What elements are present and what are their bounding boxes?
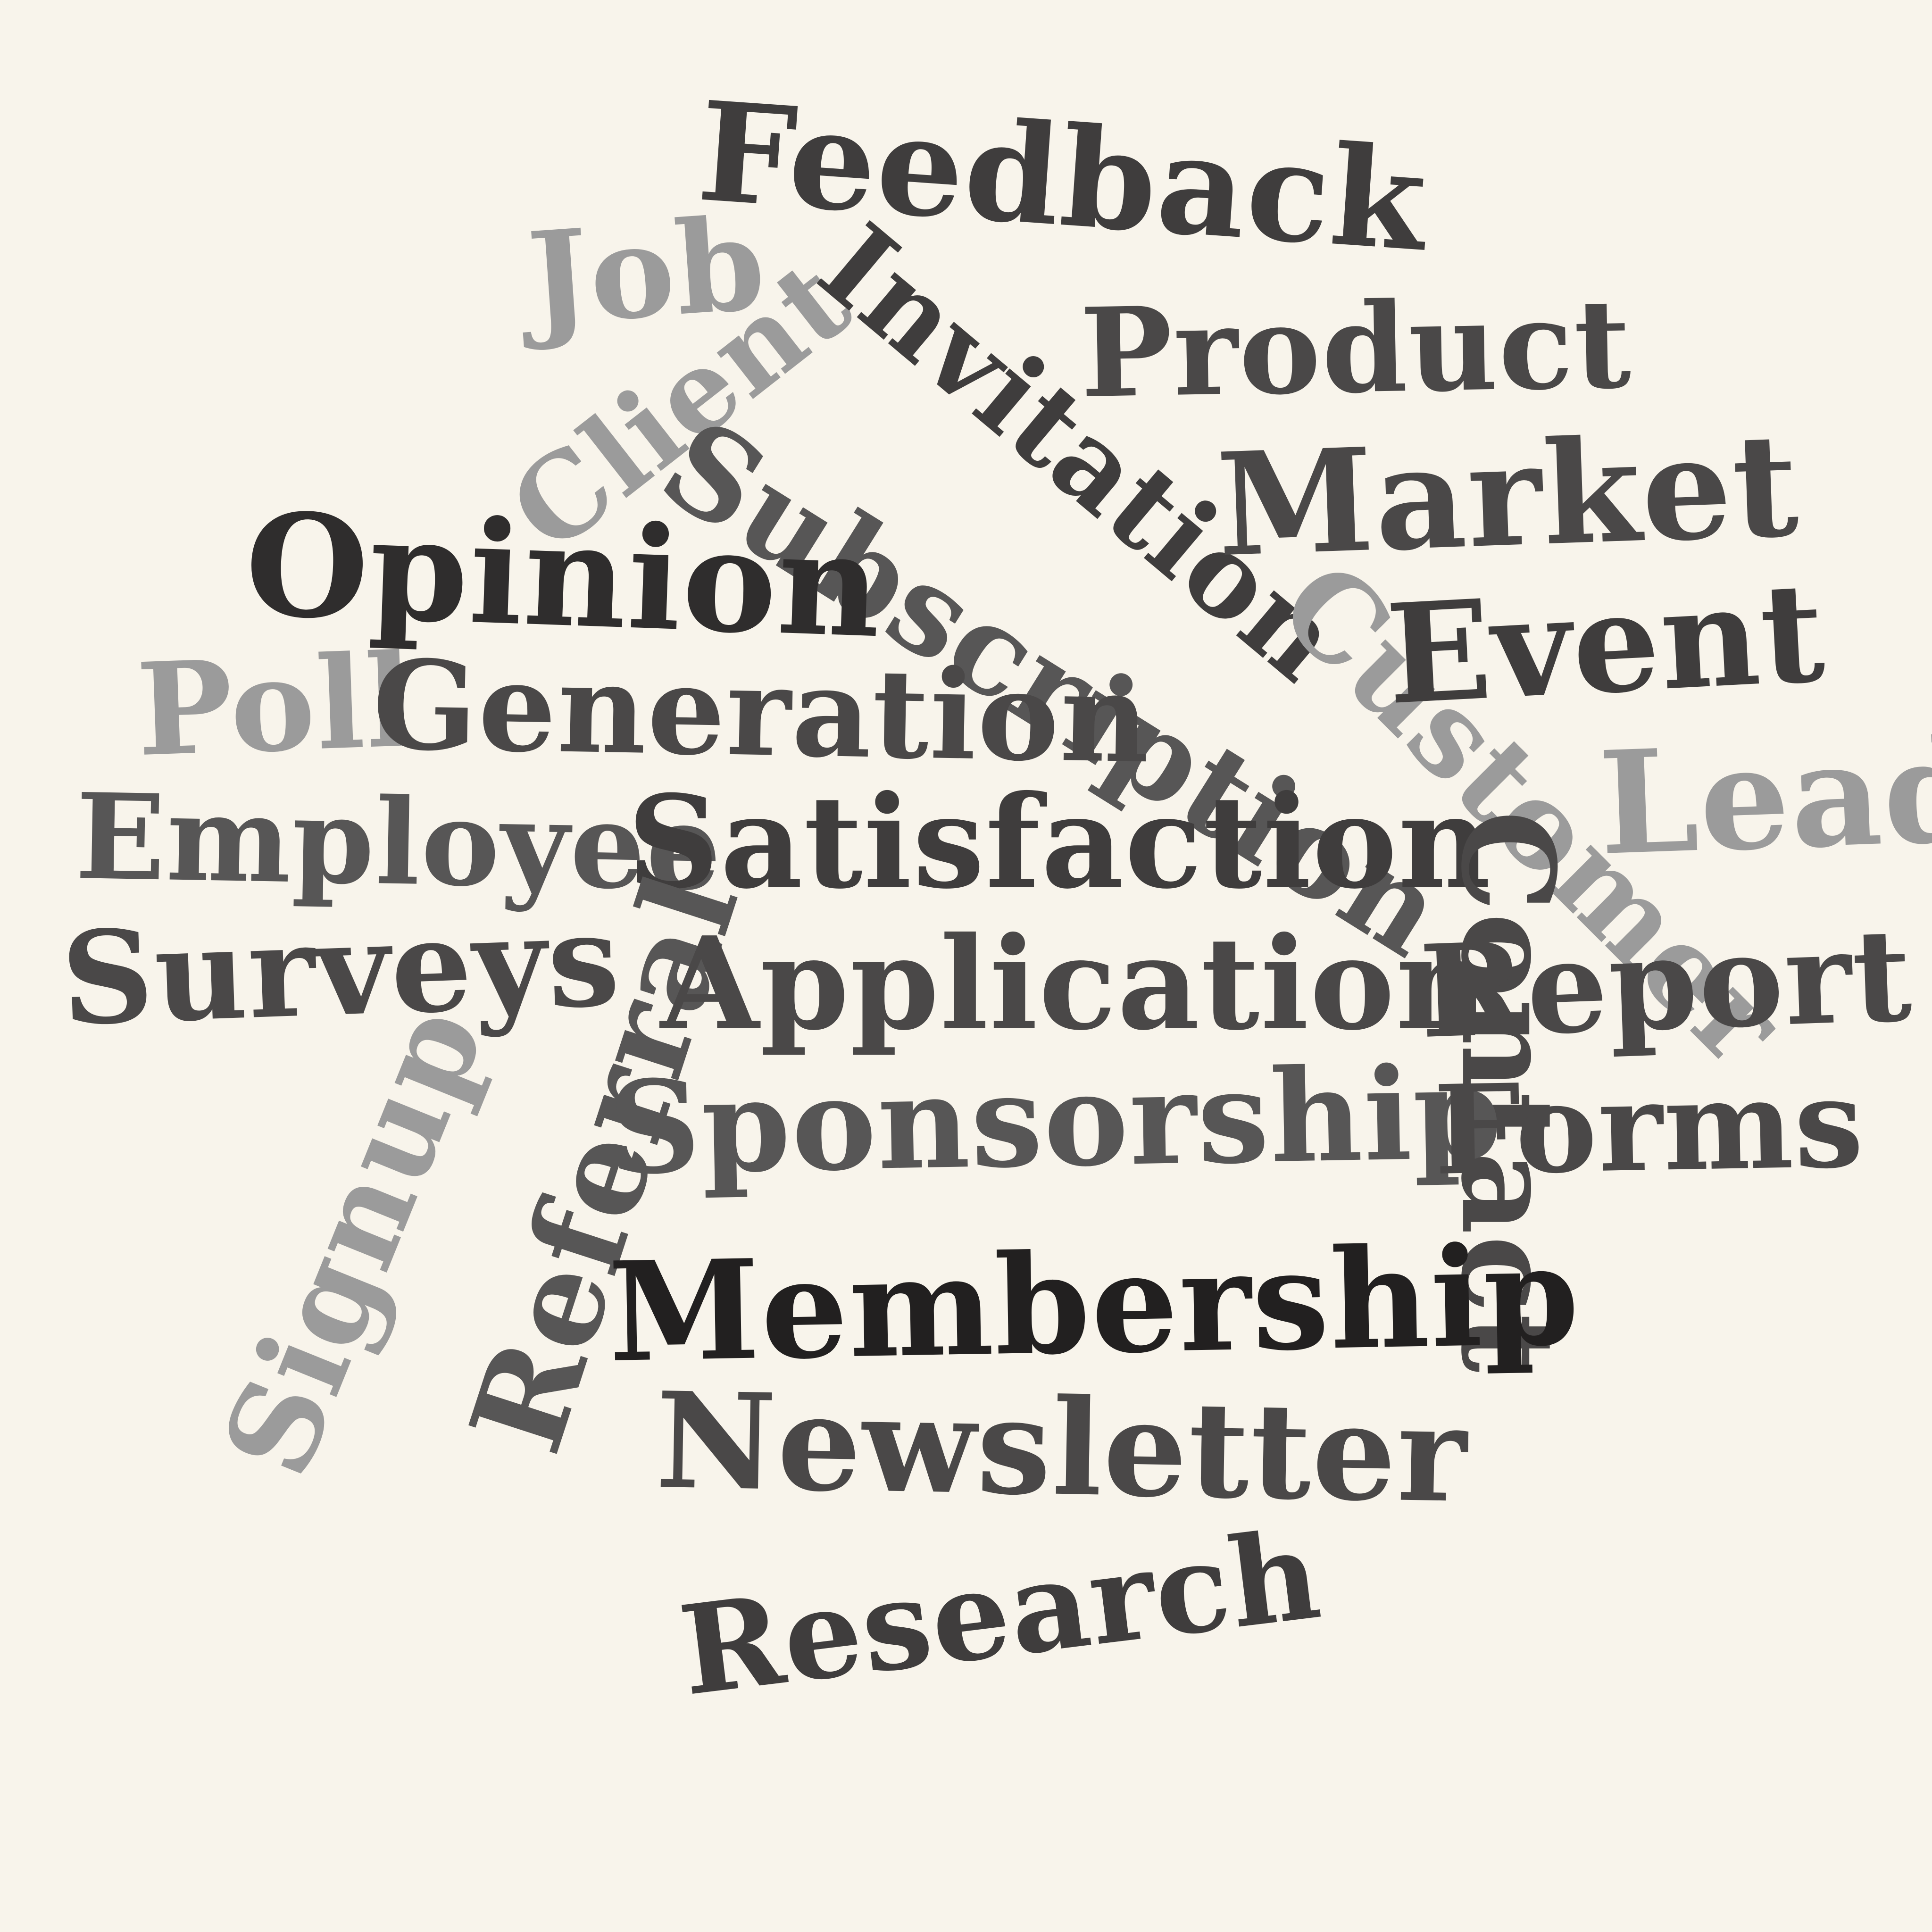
word-feedback: Feedback (693, 71, 1432, 283)
word-report: Report (1417, 899, 1915, 1067)
word-lead: Lead (1596, 707, 1932, 887)
word-application: Application (660, 908, 1490, 1058)
word-generation: Generation (371, 633, 1152, 791)
word-membership: Membership (607, 1216, 1582, 1393)
word-forms: Forms (1432, 1051, 1865, 1203)
word-research: Research (673, 1502, 1328, 1724)
word-product: Product (1079, 272, 1633, 426)
word-newsletter: Newsletter (654, 1363, 1469, 1532)
word-satisfaction: Satisfaction (627, 767, 1492, 917)
word-sponsorship: Sponsorship (607, 1037, 1504, 1203)
word-surveys: Surveys (58, 884, 623, 1054)
word-market: Market (1214, 401, 1802, 589)
word-event: Event (1382, 552, 1829, 736)
